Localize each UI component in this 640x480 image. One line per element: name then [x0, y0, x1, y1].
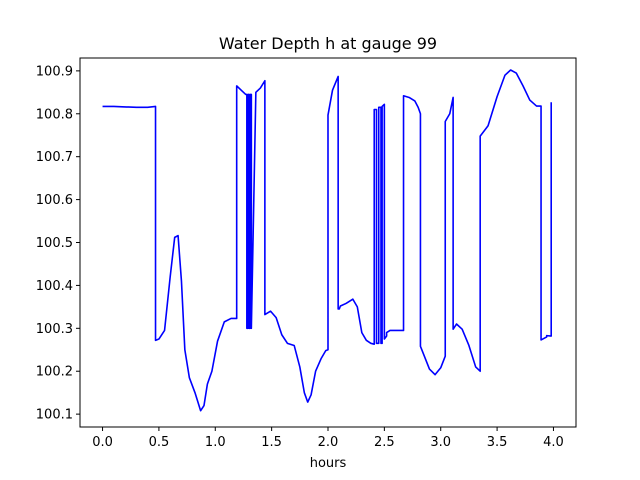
plot-frame [79, 57, 577, 428]
x-tick-label: 0.0 [92, 435, 113, 450]
y-tick-label: 100.3 [36, 322, 73, 337]
x-tick-label: 0.5 [149, 435, 170, 450]
y-tick-label: 100.4 [36, 279, 73, 294]
x-tick-label: 2.0 [318, 435, 339, 450]
x-tick-label: 3.5 [487, 435, 508, 450]
y-axis-ticks: 100.1 100.2 100.3 100.4 100.5 100.6 100.7 100.8… [36, 64, 80, 423]
x-tick-label: 4.0 [543, 435, 564, 450]
x-tick-label: 1.0 [205, 435, 226, 450]
y-tick-label: 100.2 [36, 365, 73, 380]
x-tick-label: 2.5 [374, 435, 395, 450]
chart-title: Water Depth h at gauge 99 [219, 34, 437, 53]
y-tick-label: 100.6 [36, 193, 73, 208]
x-axis-ticks: 0.0 0.5 1.0 1.5 2.0 2.5 3.0 3.5 4.0 [92, 427, 564, 450]
x-tick-label: 3.0 [430, 435, 451, 450]
y-tick-label: 100.9 [36, 64, 73, 79]
series-line-0 [102, 69, 553, 412]
x-axis-label: hours [310, 456, 347, 471]
y-tick-label: 100.8 [36, 107, 73, 122]
plot-area [102, 69, 553, 412]
x-tick-label: 1.5 [261, 435, 282, 450]
y-tick-label: 100.7 [36, 150, 73, 165]
y-tick-label: 100.5 [36, 236, 73, 251]
y-tick-label: 100.1 [36, 408, 73, 423]
